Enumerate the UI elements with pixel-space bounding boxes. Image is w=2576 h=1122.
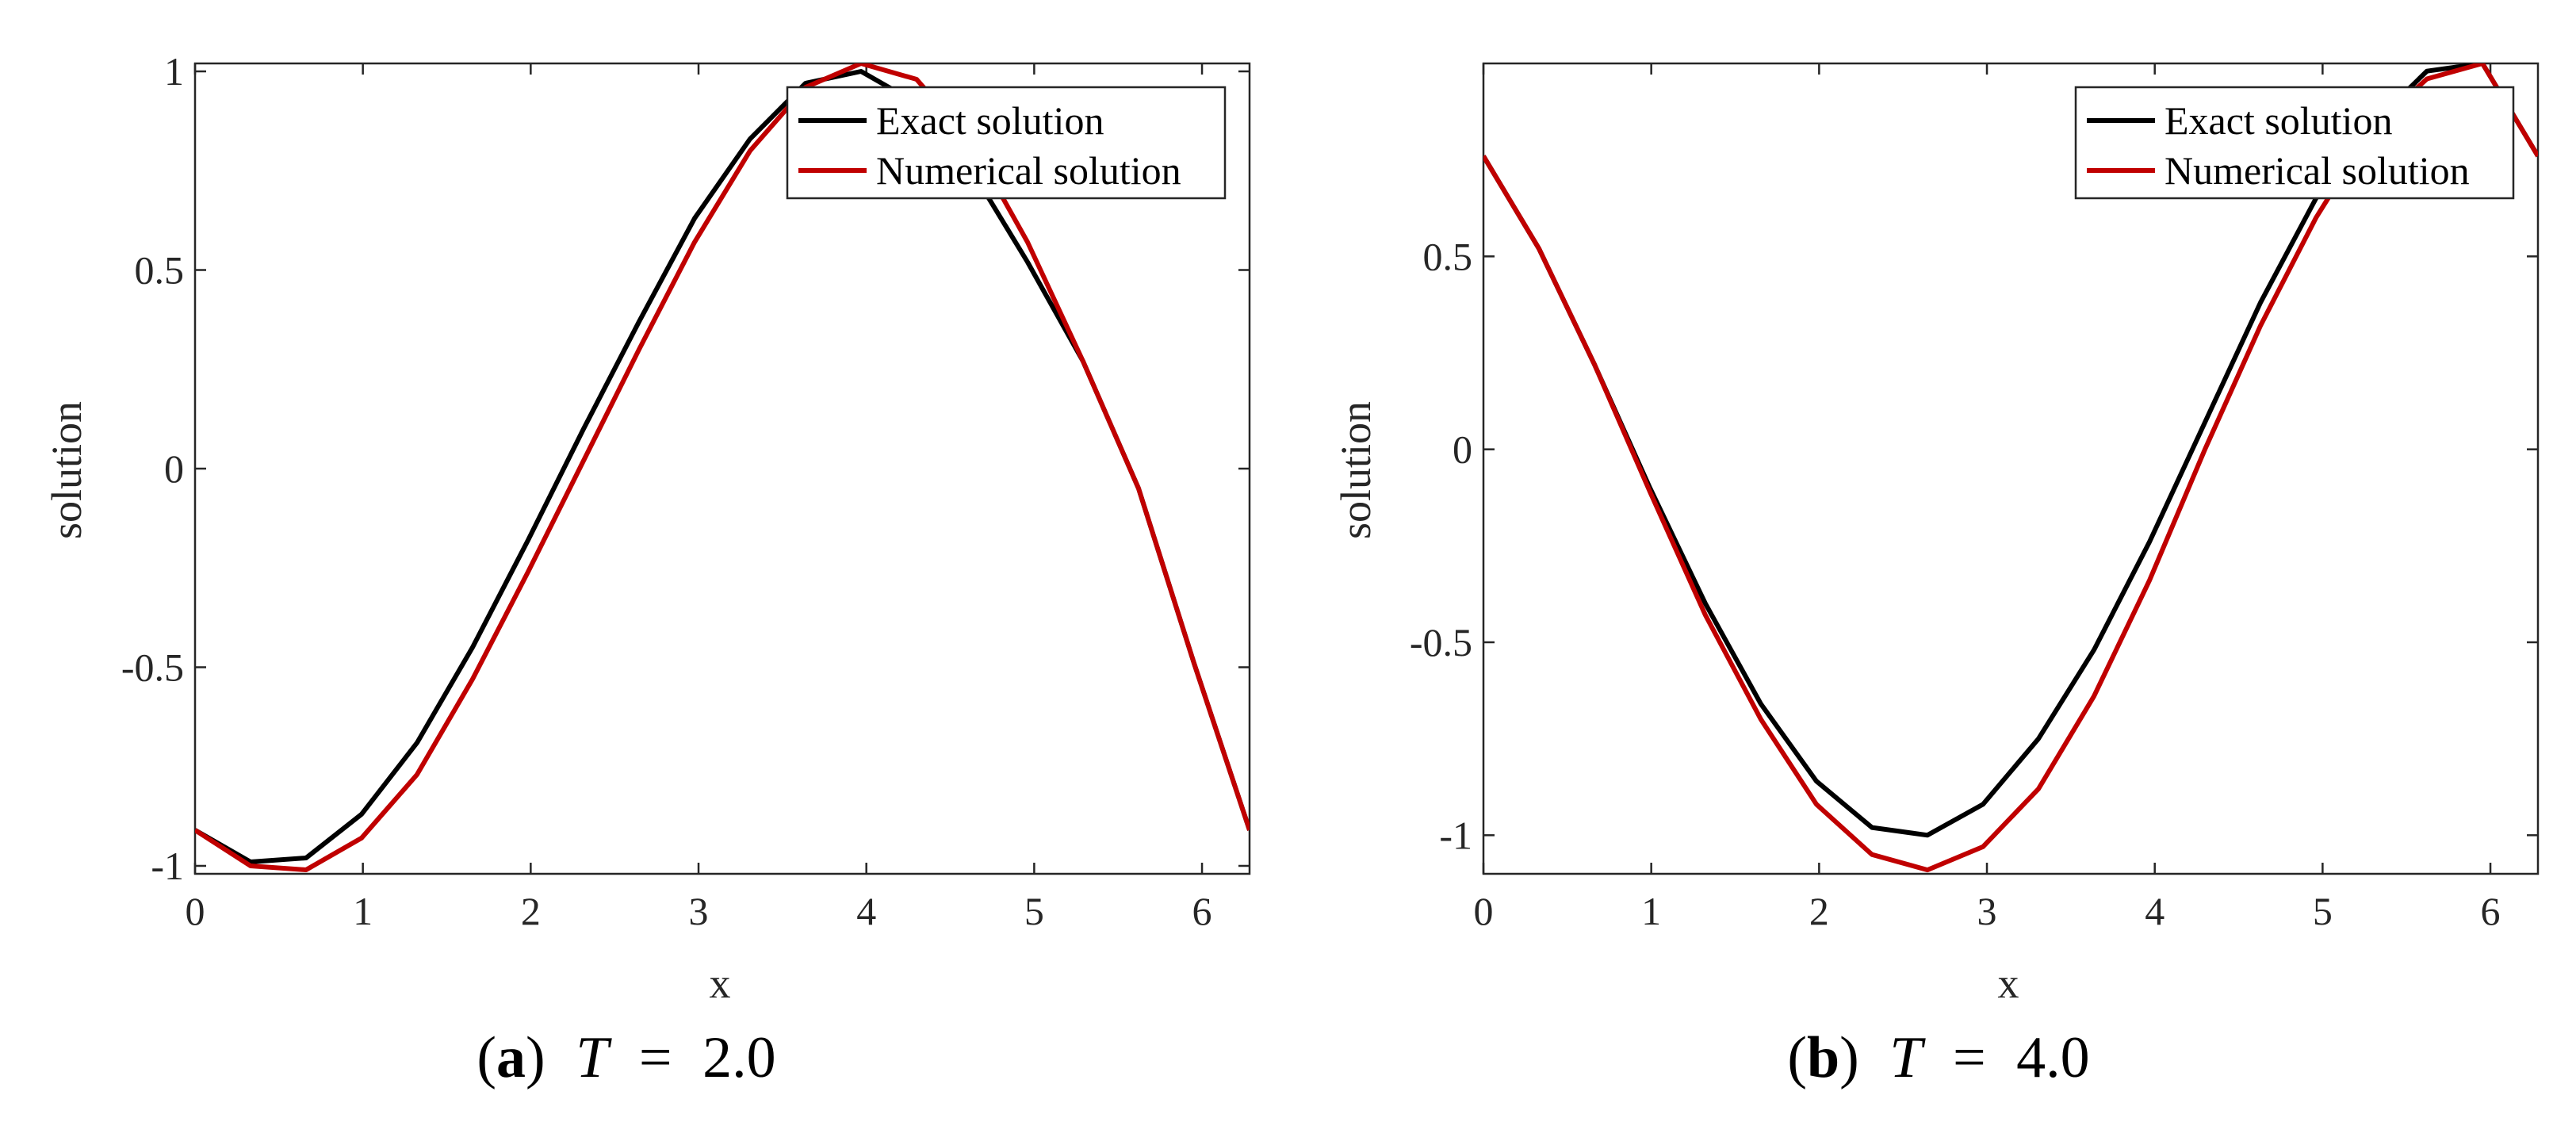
x-tick-label-b: 6 xyxy=(2481,889,2501,933)
x-tick-label-b: 3 xyxy=(1977,889,1997,933)
legend-b: Exact solution Numerical solution xyxy=(2074,86,2515,200)
caption-a-op: = xyxy=(639,1025,672,1090)
y-tick-label-b: -1 xyxy=(1439,813,1472,857)
y-tick-label-a: -1 xyxy=(151,844,184,888)
x-tick-label-b: 0 xyxy=(1474,889,1494,933)
xlabel-b: x xyxy=(1998,959,2019,1007)
x-tick-label-b: 2 xyxy=(1809,889,1829,933)
legend-label-b-numerical: Numerical solution xyxy=(2165,148,2470,193)
ylabel-a: solution xyxy=(43,401,90,539)
x-tick-label-a: 3 xyxy=(689,889,709,933)
caption-b-value: 4.0 xyxy=(2016,1025,2090,1090)
caption-b-var: T xyxy=(1889,1025,1926,1090)
caption-a-var: T xyxy=(576,1025,612,1090)
x-tick-label-b: 1 xyxy=(1641,889,1661,933)
x-tick-label-a: 5 xyxy=(1024,889,1044,933)
caption-a-value: 2.0 xyxy=(702,1025,776,1090)
x-tick-label-a: 6 xyxy=(1192,889,1212,933)
legend-box-a xyxy=(786,86,1227,200)
caption-b-label: b xyxy=(1807,1025,1839,1090)
x-tick-label-a: 2 xyxy=(521,889,541,933)
caption-a-label: a xyxy=(496,1025,526,1090)
caption-b: (b) T = 4.0 xyxy=(1787,1025,2089,1090)
xlabel-a: x xyxy=(710,959,731,1007)
x-tick-label-a: 1 xyxy=(353,889,373,933)
y-tick-label-a: 0.5 xyxy=(135,248,185,293)
y-tick-label-a: -0.5 xyxy=(121,645,184,689)
series-line-a-numerical xyxy=(195,63,1250,872)
legend-a: Exact solution Numerical solution xyxy=(786,86,1227,200)
legend-label-a-numerical: Numerical solution xyxy=(876,148,1181,193)
plot-frame-b xyxy=(1482,62,2540,875)
caption-a: (a) T = 2.0 xyxy=(477,1025,775,1090)
x-tick-label-b: 5 xyxy=(2313,889,2333,933)
x-tick-label-a: 4 xyxy=(856,889,876,933)
y-tick-label-b: 0.5 xyxy=(1423,234,1473,278)
y-tick-label-a: 1 xyxy=(164,49,184,94)
legend-box-b xyxy=(2074,86,2515,200)
chart-panel-b: solution x (b) T = 4.0 0 1 2 3 4 5 6 -1 -0.5 0 0.5… xyxy=(1332,62,2540,1090)
chart-panel-a: solution x (a) T = 2.0 0 1 2 3 4 5 6 -1 -0.5 0 0.5… xyxy=(43,49,1251,1090)
y-tick-label-b: 0 xyxy=(1453,427,1472,472)
x-tick-label-b: 4 xyxy=(2145,889,2165,933)
y-tick-label-a: 0 xyxy=(164,446,184,491)
caption-b-op: = xyxy=(1953,1025,1986,1090)
legend-label-a-exact: Exact solution xyxy=(876,98,1104,143)
y-tick-label-b: -0.5 xyxy=(1410,620,1472,664)
ylabel-b: solution xyxy=(1332,401,1380,539)
x-tick-label-a: 0 xyxy=(186,889,205,933)
legend-label-b-exact: Exact solution xyxy=(2165,98,2392,143)
